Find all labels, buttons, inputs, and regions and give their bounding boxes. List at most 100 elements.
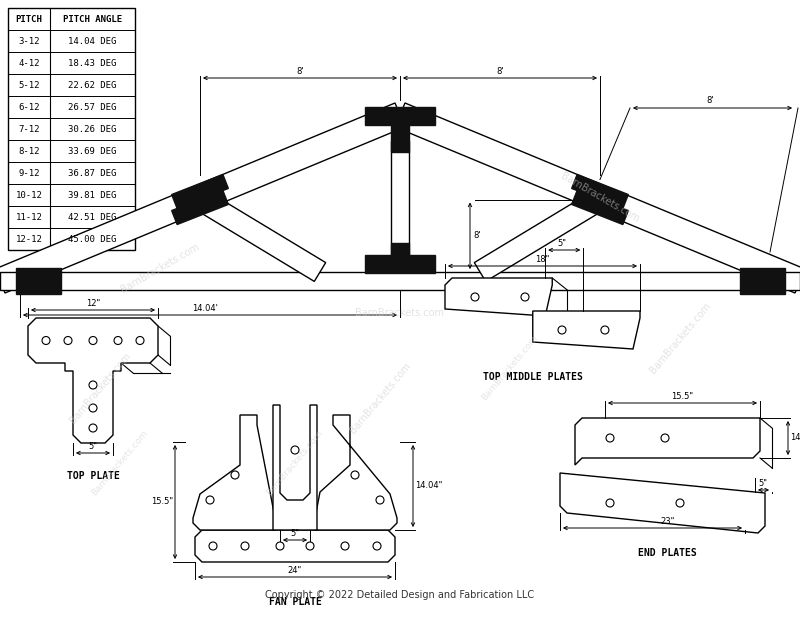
Circle shape xyxy=(64,336,72,344)
Text: 8': 8' xyxy=(706,96,714,105)
Text: 5": 5" xyxy=(290,529,299,538)
Text: 30.26 DEG: 30.26 DEG xyxy=(68,124,117,133)
Text: 6-12: 6-12 xyxy=(18,103,40,111)
Text: PITCH ANGLE: PITCH ANGLE xyxy=(63,14,122,23)
Circle shape xyxy=(521,293,529,301)
Text: 11-12: 11-12 xyxy=(15,213,42,221)
Polygon shape xyxy=(572,174,628,208)
Text: 8-12: 8-12 xyxy=(18,146,40,156)
Polygon shape xyxy=(315,415,397,530)
Circle shape xyxy=(136,336,144,344)
Text: 5": 5" xyxy=(89,442,98,451)
Text: FAN PLATE: FAN PLATE xyxy=(269,597,322,607)
Text: BarnBrackets.com: BarnBrackets.com xyxy=(119,242,201,295)
Text: 26.57 DEG: 26.57 DEG xyxy=(68,103,117,111)
Polygon shape xyxy=(445,278,552,316)
Text: 9-12: 9-12 xyxy=(18,169,40,177)
Polygon shape xyxy=(365,107,435,125)
Text: 39.81 DEG: 39.81 DEG xyxy=(68,190,117,200)
Text: BarnBrackets.com: BarnBrackets.com xyxy=(347,361,413,435)
Text: 14.04': 14.04' xyxy=(192,304,218,313)
Text: 5": 5" xyxy=(758,479,767,488)
Text: END PLATES: END PLATES xyxy=(638,548,697,558)
Polygon shape xyxy=(572,190,628,224)
Polygon shape xyxy=(172,174,228,208)
Polygon shape xyxy=(273,405,317,530)
Text: BarnBrackets.com: BarnBrackets.com xyxy=(559,171,641,224)
Text: BarnBrackets.com: BarnBrackets.com xyxy=(355,308,445,318)
Circle shape xyxy=(376,496,384,504)
Text: 5-12: 5-12 xyxy=(18,80,40,90)
Polygon shape xyxy=(195,530,395,562)
Circle shape xyxy=(114,336,122,344)
Text: 7-12: 7-12 xyxy=(18,124,40,133)
Text: 33.69 DEG: 33.69 DEG xyxy=(68,146,117,156)
Text: 18": 18" xyxy=(535,255,550,264)
Polygon shape xyxy=(575,418,760,465)
Text: Copyright © 2022 Detailed Design and Fabrication LLC: Copyright © 2022 Detailed Design and Fab… xyxy=(266,590,534,600)
Circle shape xyxy=(231,471,239,479)
Circle shape xyxy=(373,542,381,550)
Circle shape xyxy=(89,424,97,432)
Text: BarnBrackets.com: BarnBrackets.com xyxy=(265,429,325,497)
Text: 15.5": 15.5" xyxy=(151,497,173,507)
Circle shape xyxy=(558,326,566,334)
Polygon shape xyxy=(395,103,800,293)
Circle shape xyxy=(606,434,614,442)
Polygon shape xyxy=(391,243,409,257)
Text: TOP PLATE: TOP PLATE xyxy=(66,471,119,481)
Text: 5": 5" xyxy=(558,239,566,248)
Polygon shape xyxy=(391,141,409,272)
Text: 14.04": 14.04" xyxy=(415,481,442,491)
Circle shape xyxy=(306,542,314,550)
Polygon shape xyxy=(172,190,228,224)
Text: PITCH: PITCH xyxy=(15,14,42,23)
Polygon shape xyxy=(0,103,405,293)
Circle shape xyxy=(89,336,97,344)
Polygon shape xyxy=(560,473,765,533)
Text: 22.62 DEG: 22.62 DEG xyxy=(68,80,117,90)
Text: BarnBrackets.com: BarnBrackets.com xyxy=(90,429,150,497)
Circle shape xyxy=(661,434,669,442)
Text: 45.00 DEG: 45.00 DEG xyxy=(68,234,117,243)
Circle shape xyxy=(606,499,614,507)
Circle shape xyxy=(89,404,97,412)
Circle shape xyxy=(601,326,609,334)
Polygon shape xyxy=(194,190,326,281)
Polygon shape xyxy=(28,318,158,443)
Text: 18.43 DEG: 18.43 DEG xyxy=(68,59,117,67)
Polygon shape xyxy=(474,190,606,281)
Text: 12-12: 12-12 xyxy=(15,234,42,243)
Text: 8': 8' xyxy=(296,67,304,76)
Circle shape xyxy=(351,471,359,479)
Text: 8': 8' xyxy=(473,231,481,240)
Polygon shape xyxy=(365,255,435,273)
Polygon shape xyxy=(391,124,409,152)
Polygon shape xyxy=(0,272,800,290)
Text: 3-12: 3-12 xyxy=(18,36,40,46)
Circle shape xyxy=(206,496,214,504)
Circle shape xyxy=(42,336,50,344)
Text: 36.87 DEG: 36.87 DEG xyxy=(68,169,117,177)
Text: 10-12: 10-12 xyxy=(15,190,42,200)
Polygon shape xyxy=(193,415,275,530)
Text: 15.5": 15.5" xyxy=(671,392,694,401)
Text: BarnBrackets.com: BarnBrackets.com xyxy=(480,334,540,402)
Circle shape xyxy=(471,293,479,301)
Circle shape xyxy=(276,542,284,550)
Text: 14.04 DEG: 14.04 DEG xyxy=(68,36,117,46)
Polygon shape xyxy=(8,8,135,250)
Polygon shape xyxy=(739,268,785,294)
Polygon shape xyxy=(15,268,61,294)
Circle shape xyxy=(291,446,299,454)
Text: 14.04": 14.04" xyxy=(790,433,800,442)
Circle shape xyxy=(89,381,97,389)
Circle shape xyxy=(676,499,684,507)
Text: BarnBrackets.com: BarnBrackets.com xyxy=(647,301,713,375)
Text: 23": 23" xyxy=(660,517,674,526)
Text: 4-12: 4-12 xyxy=(18,59,40,67)
Circle shape xyxy=(341,542,349,550)
Polygon shape xyxy=(533,311,640,349)
Text: 8': 8' xyxy=(496,67,504,76)
Text: TOP MIDDLE PLATES: TOP MIDDLE PLATES xyxy=(482,372,582,382)
